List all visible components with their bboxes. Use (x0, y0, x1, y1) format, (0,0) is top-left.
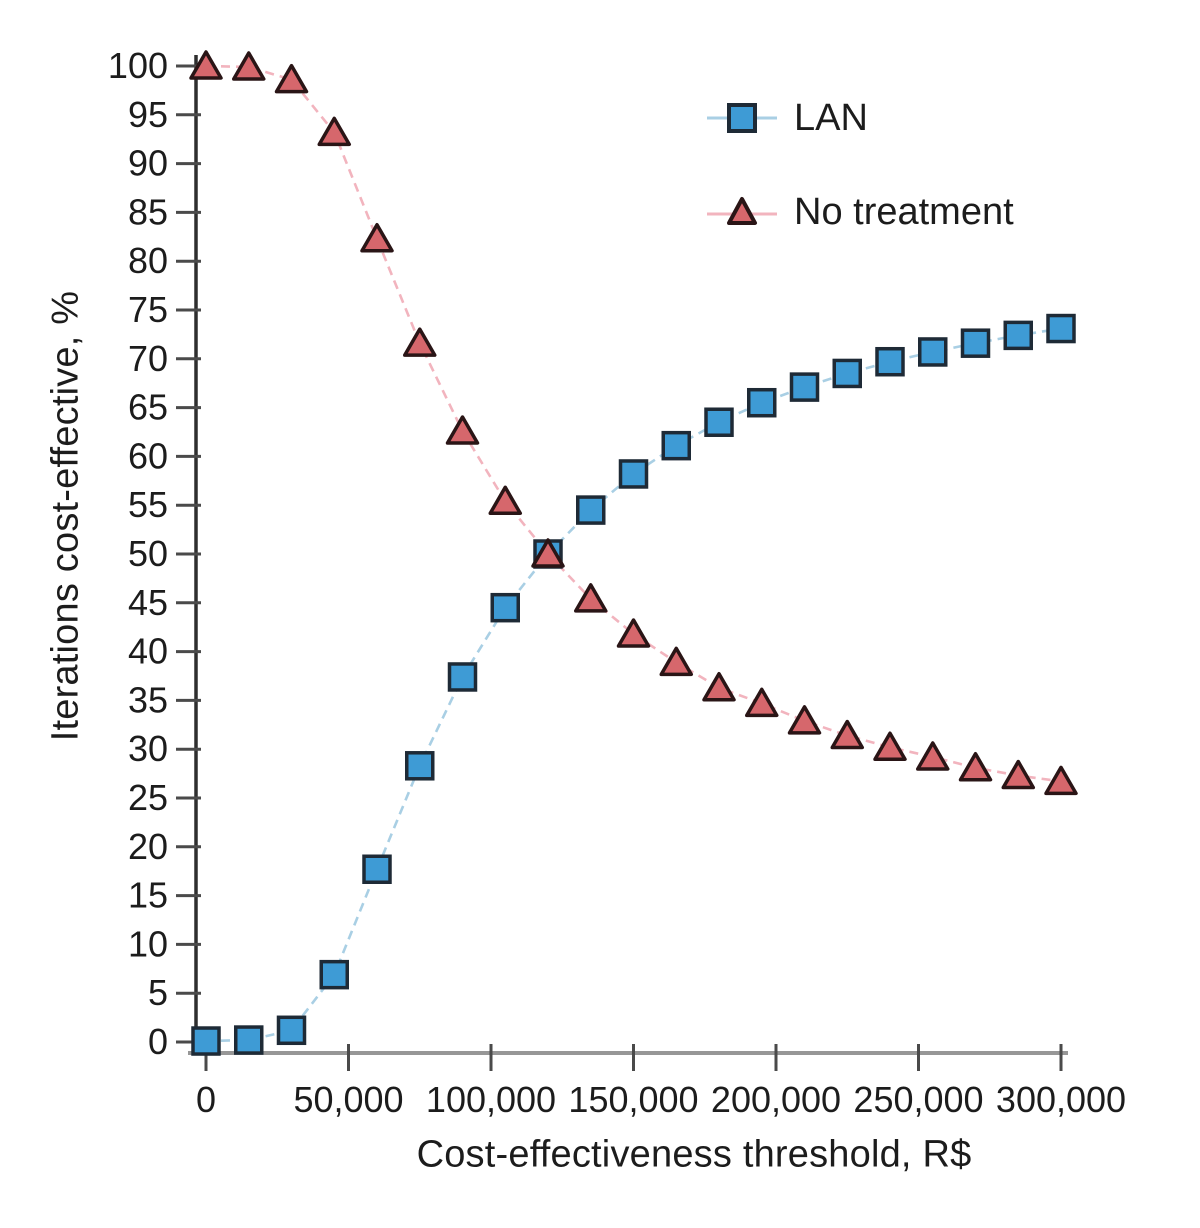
lan-marker (1003, 320, 1033, 351)
no-treatment-marker (488, 485, 522, 516)
lan-marker (960, 328, 991, 358)
lan-marker (405, 751, 435, 781)
y-axis-title: Iterations cost-effective, % (44, 290, 87, 742)
lan-marker (789, 372, 820, 402)
lan-marker (918, 337, 948, 367)
lan-marker (576, 495, 606, 525)
y-tick-label: 75 (128, 289, 168, 330)
legend-label-lan: LAN (794, 96, 868, 139)
y-tick-label: 65 (128, 387, 168, 428)
lan-marker (447, 662, 478, 692)
no-treatment-marker (274, 63, 309, 94)
y-tick-label: 30 (128, 728, 168, 769)
y-tick-label: 45 (128, 582, 168, 623)
no-treatment-marker (1001, 759, 1035, 790)
legend-label-no-treatment: No treatment (794, 190, 1014, 233)
y-tick-label: 60 (128, 435, 168, 476)
legend-item-lan: LAN (706, 96, 1014, 140)
chart-legend: LAN No treatment (706, 96, 1014, 234)
x-tick-label: 0 (196, 1079, 216, 1120)
no-treatment-marker (830, 719, 864, 750)
x-axis-ticks: 0 50,000 100,000 150,000 200,000 250,000 300,0… (196, 1044, 1126, 1120)
y-tick-label: 85 (128, 191, 168, 232)
x-tick-label: 250,000 (853, 1079, 983, 1120)
y-tick-label: 5 (148, 972, 168, 1013)
lan-marker (234, 1025, 264, 1055)
no-treatment-marker (958, 751, 993, 782)
x-tick-label: 50,000 (293, 1079, 403, 1120)
no-treatment-marker (232, 51, 266, 81)
lan-marker (191, 1026, 221, 1056)
y-tick-label: 35 (128, 679, 168, 720)
no-treatment-marker (1044, 765, 1078, 796)
x-tick-label: 150,000 (568, 1079, 698, 1120)
y-tick-label: 100 (108, 45, 168, 86)
no-treatment-marker (702, 671, 736, 702)
no-treatment-marker (873, 731, 907, 761)
x-axis-title: Cost-effectiveness threshold, R$ (416, 1133, 972, 1176)
series-markers-no-treatment (189, 50, 1078, 796)
no-treatment-marker (445, 415, 480, 445)
y-tick-label: 50 (128, 533, 168, 574)
no-treatment-marker (189, 50, 223, 80)
no-treatment-marker (531, 538, 565, 568)
x-tick-label: 300,000 (996, 1079, 1126, 1120)
y-tick-label: 20 (128, 826, 168, 867)
y-tick-label: 80 (128, 240, 168, 281)
no-treatment-marker (787, 705, 822, 735)
lan-marker (1046, 313, 1076, 344)
x-tick-label: 200,000 (711, 1079, 841, 1120)
lan-marker (319, 959, 349, 990)
no-treatment-marker (403, 327, 437, 357)
y-axis-ticks: 0 5 10 15 20 25 30 35 40 45 50 55 60 65 70 75 80 85 90 95 10… (108, 45, 201, 1062)
lan-marker (276, 1015, 307, 1046)
x-tick-label: 100,000 (426, 1079, 556, 1120)
no-treatment-marker (745, 687, 779, 718)
series-markers-lan (191, 313, 1076, 1056)
no-treatment-marker (317, 116, 351, 147)
no-treatment-marker (360, 223, 394, 253)
no-treatment-marker (574, 583, 608, 613)
lan-marker (832, 358, 862, 389)
lan-marker (661, 430, 691, 461)
y-tick-label: 95 (128, 94, 168, 135)
y-tick-label: 10 (128, 923, 168, 964)
legend-item-no-treatment: No treatment (706, 190, 1014, 234)
y-tick-label: 40 (128, 631, 168, 672)
lan-marker (747, 387, 777, 418)
no-treatment-marker (616, 618, 651, 648)
series-line-lan (205, 327, 1062, 1043)
no-treatment-marker (916, 741, 950, 771)
lan-marker (875, 346, 905, 377)
y-tick-label: 70 (128, 338, 168, 379)
y-tick-label: 15 (128, 875, 168, 916)
lan-marker (704, 407, 734, 437)
lan-legend-marker-icon (707, 103, 777, 133)
no-treatment-legend-marker-icon (707, 197, 777, 225)
y-tick-label: 55 (128, 484, 168, 525)
y-tick-label: 0 (148, 1021, 168, 1062)
y-tick-label: 90 (128, 143, 168, 184)
lan-marker (618, 459, 649, 489)
lan-marker (362, 854, 392, 884)
no-treatment-marker (659, 646, 693, 677)
lan-marker (490, 592, 520, 623)
y-tick-label: 25 (128, 777, 168, 818)
